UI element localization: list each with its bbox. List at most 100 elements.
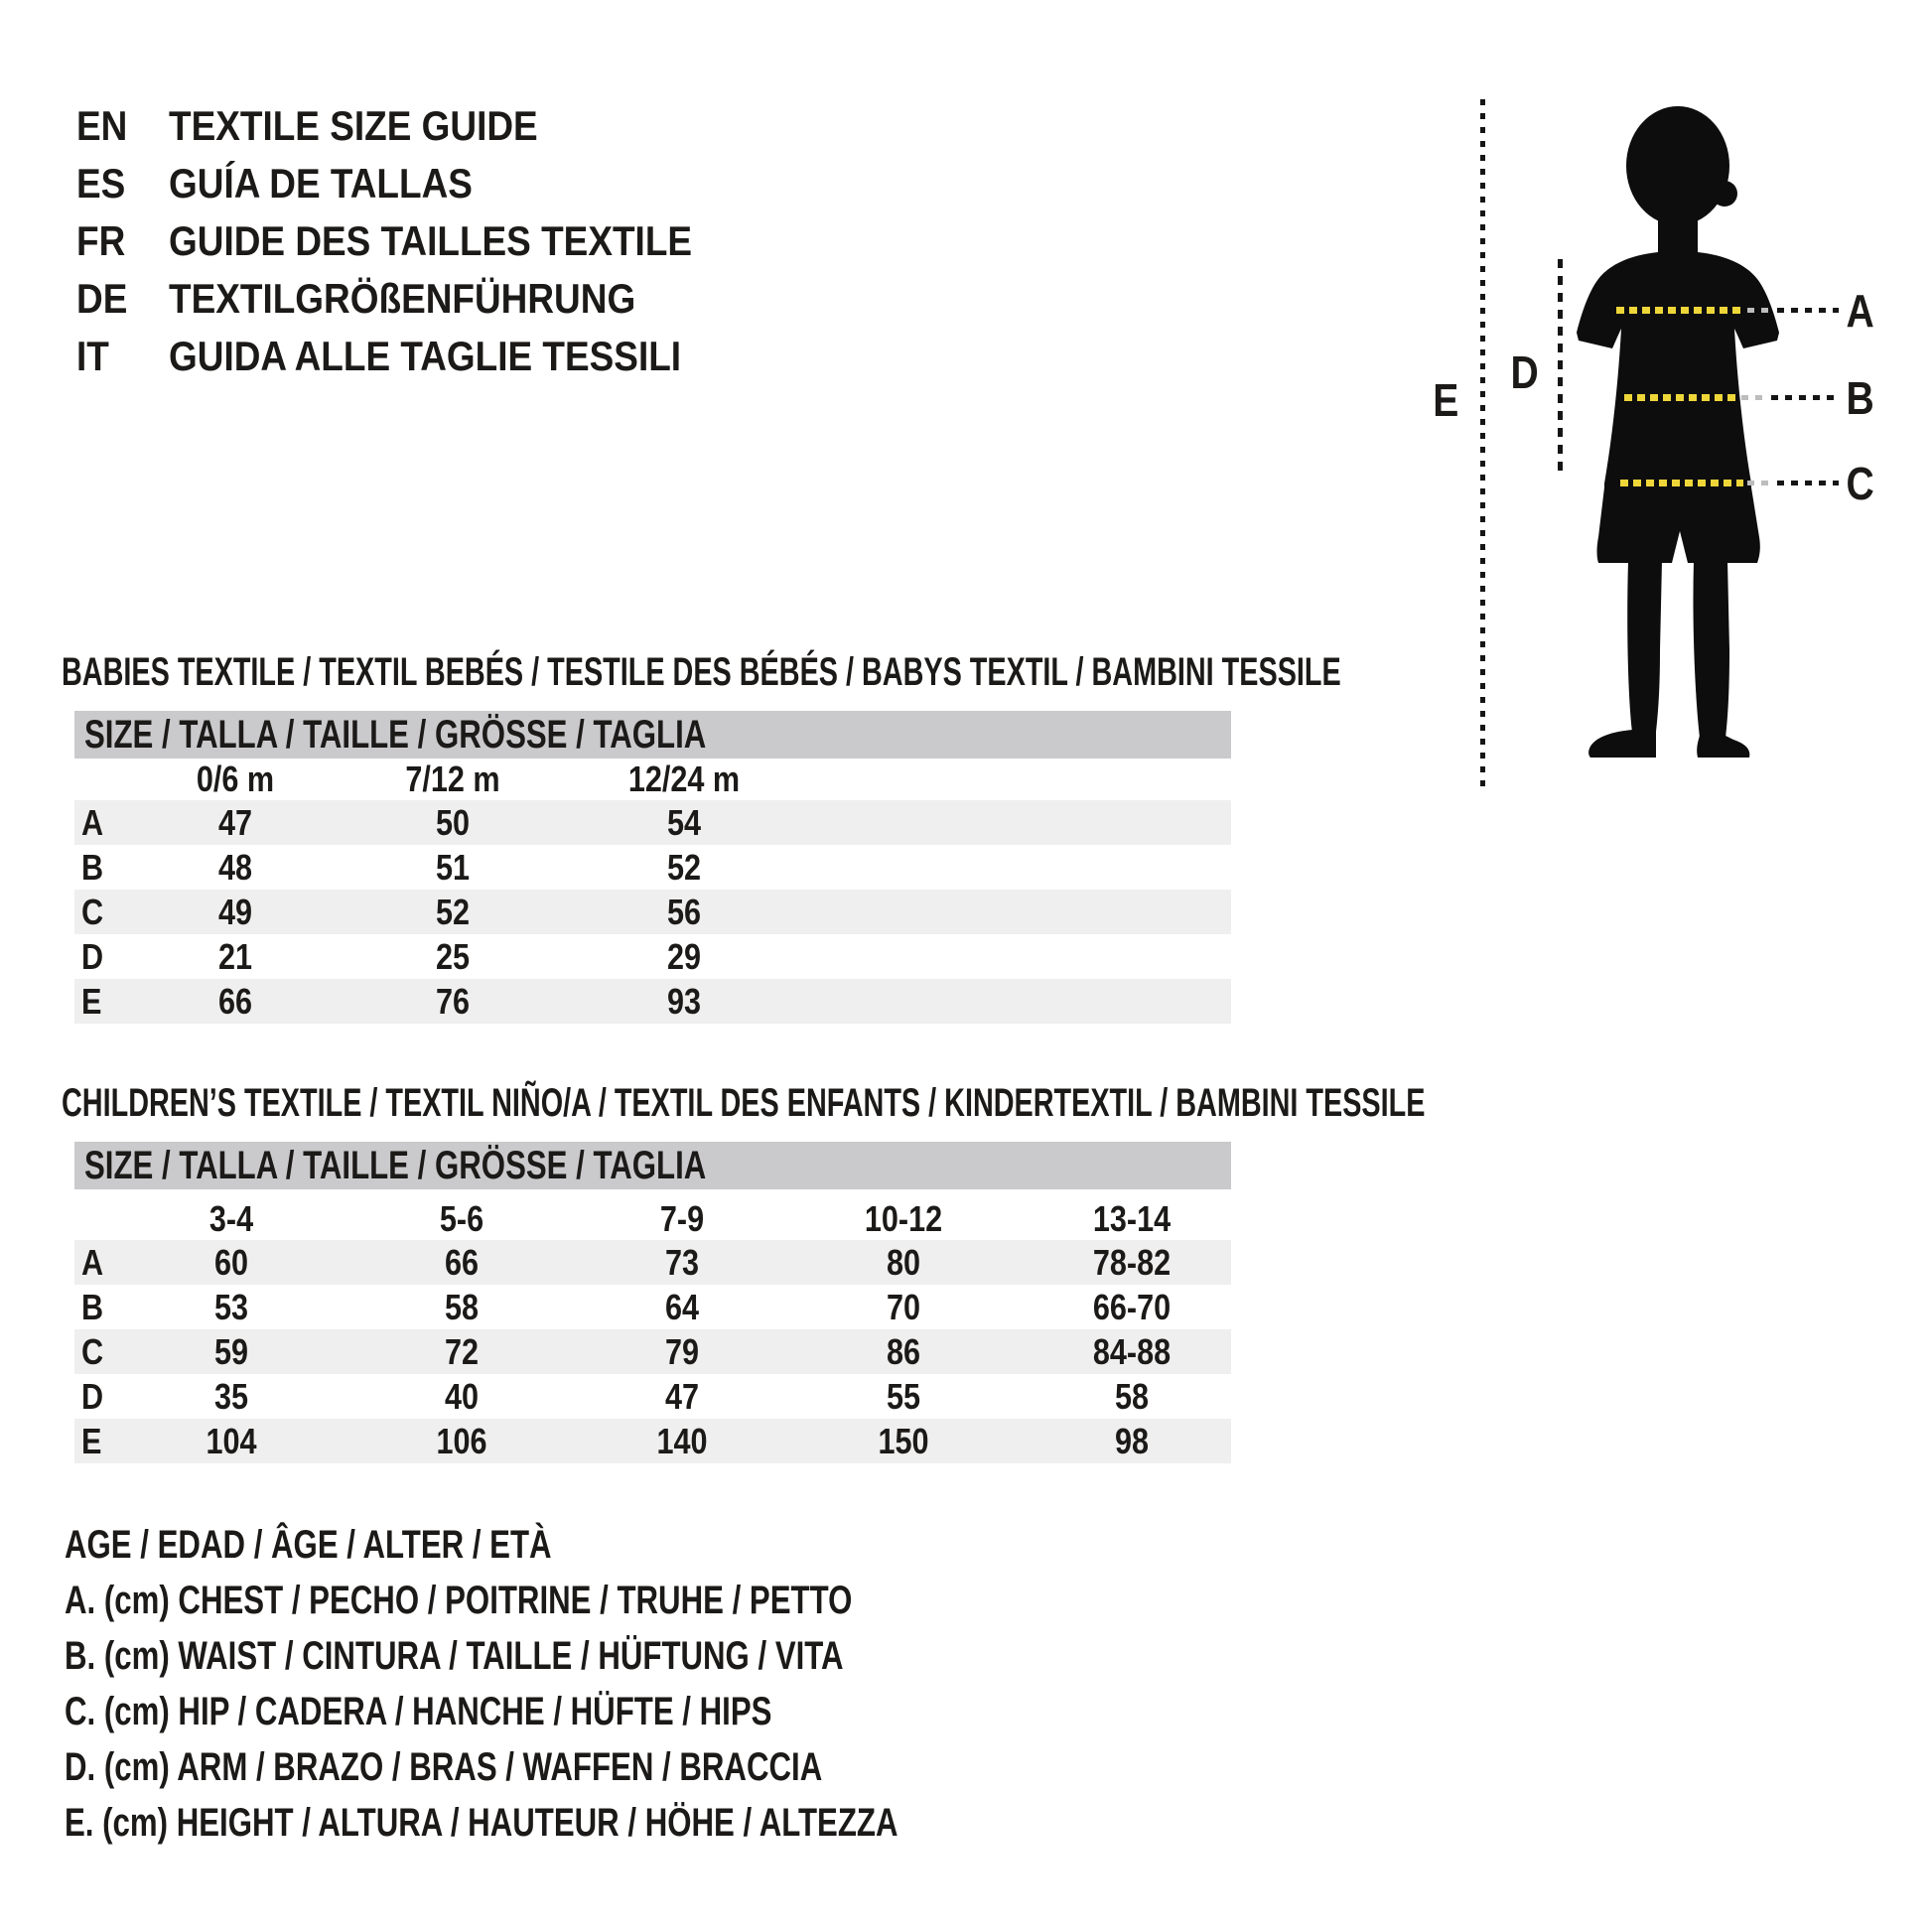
table-cell: 56 [666,892,702,932]
table-cell: 70 [886,1287,921,1327]
table-cell: 40 [444,1376,480,1417]
arm-measure-line-D [1558,259,1563,473]
row-label: C [81,892,104,932]
table-cell: 58 [1114,1376,1150,1417]
babies-table-body: A 47 50 54 B 48 51 52 C 49 52 56 D 21 25 29 E 66 76 93 [74,800,1231,1024]
language-row-fr: FR GUIDE DES TAILLES TEXTILE [76,212,763,270]
babies-section-title: BABIES TEXTILE / TEXTIL BEBÉS / TESTILE … [62,650,1341,694]
language-row-es: ES GUÍA DE TALLAS [76,155,763,212]
waist-leader-dots [1771,395,1839,400]
table-cell: 21 [217,936,253,977]
figure-label-A: A [1846,285,1875,337]
table-cell: 35 [213,1376,249,1417]
row-label: A [81,802,104,843]
row-label: B [81,847,104,888]
table-cell: 79 [664,1331,700,1372]
column-header: 10-12 [864,1198,943,1239]
table-cell: 60 [213,1242,249,1283]
table-cell: 64 [664,1287,700,1327]
children-table-body: A 60 66 73 80 78-82 B 53 58 64 70 66-70 C 59 72 79 86 84-… [74,1240,1231,1463]
guide-title-fr: GUIDE DES TAILLES TEXTILE [169,217,693,264]
legend-chest: A. (cm) CHEST / PECHO / POITRINE / TRUHE… [65,1579,853,1622]
hip-measure-dashes [1620,480,1743,486]
language-code: IT [76,333,109,379]
table-cell: 78-82 [1092,1242,1172,1283]
table-cell: 47 [664,1376,700,1417]
table-cell: 66-70 [1092,1287,1172,1327]
row-label: E [81,981,102,1022]
table-row: E 66 76 93 [74,979,1231,1024]
row-label: D [81,936,104,977]
table-cell: 72 [444,1331,480,1372]
guide-title-es: GUÍA DE TALLAS [169,160,473,207]
figure-label-E: E [1432,374,1459,426]
babies-size-table: 0/6 m 7/12 m 12/24 m A 47 50 54 B 48 51 52 C 49 52 56… [74,759,1231,1024]
row-label: E [81,1421,102,1461]
table-cell: 59 [213,1331,249,1372]
table-cell: 76 [435,981,471,1022]
table-cell: 80 [886,1242,921,1283]
size-header-text: SIZE / TALLA / TAILLE / GRÖSSE / TAGLIA [84,713,707,757]
figure-label-C: C [1846,458,1875,509]
table-cell: 52 [435,892,471,932]
column-header: 7-9 [659,1198,705,1239]
table-cell: 50 [435,802,471,843]
language-code: ES [76,160,126,207]
table-row: B 53 58 64 70 66-70 [74,1285,1231,1329]
legend-height: E. (cm) HEIGHT / ALTURA / HAUTEUR / HÖHE… [65,1801,898,1845]
language-row-en: EN TEXTILE SIZE GUIDE [76,97,763,155]
column-header: 5-6 [439,1198,484,1239]
table-cell: 55 [886,1376,921,1417]
language-code: DE [76,275,128,322]
table-cell: 29 [666,936,702,977]
hip-measure-fade [1747,481,1773,485]
table-cell: 54 [666,802,702,843]
column-header: 7/12 m [405,759,500,799]
table-row: B 48 51 52 [74,845,1231,890]
row-label: B [81,1287,104,1327]
row-label: C [81,1331,104,1372]
table-row: A 60 66 73 80 78-82 [74,1240,1231,1285]
table-cell: 66 [217,981,253,1022]
table-row: D 21 25 29 [74,934,1231,979]
legend-age: AGE / EDAD / ÂGE / ALTER / ETÀ [65,1523,552,1567]
legend-waist: B. (cm) WAIST / CINTURA / TAILLE / HÜFTU… [65,1634,844,1678]
babies-column-header-row: 0/6 m 7/12 m 12/24 m [74,759,1231,800]
measurement-legend: AGE / EDAD / ÂGE / ALTER / ETÀ A. (cm) C… [65,1517,1133,1851]
children-column-header-row: 3-4 5-6 7-9 10-12 13-14 [74,1198,1231,1240]
legend-hip: C. (cm) HIP / CADERA / HANCHE / HÜFTE / … [65,1690,772,1733]
table-cell: 25 [435,936,471,977]
table-cell: 47 [217,802,253,843]
waist-measure-fade [1741,395,1767,400]
children-section-title: CHILDREN’S TEXTILE / TEXTIL NIÑO/A / TEX… [62,1081,1426,1125]
table-cell: 93 [666,981,702,1022]
guide-title-it: GUIDA ALLE TAGLIE TESSILI [169,333,682,379]
guide-title-de: TEXTILGRÖßENFÜHRUNG [169,275,636,322]
child-silhouette-illustration [1577,106,1779,758]
table-cell: 104 [206,1421,257,1461]
language-title-list: EN TEXTILE SIZE GUIDE ES GUÍA DE TALLAS … [76,97,763,385]
table-row: E 104 106 140 150 98 [74,1419,1231,1463]
chest-leader-dots [1777,308,1839,313]
children-size-header-band: SIZE / TALLA / TAILLE / GRÖSSE / TAGLIA [74,1142,1231,1189]
figure-label-B: B [1846,372,1875,424]
legend-arm: D. (cm) ARM / BRAZO / BRAS / WAFFEN / BR… [65,1745,823,1789]
language-code: FR [76,217,126,264]
table-cell: 140 [656,1421,708,1461]
row-label: D [81,1376,104,1417]
table-cell: 86 [886,1331,921,1372]
table-cell: 48 [217,847,253,888]
hip-leader-dots [1777,481,1839,485]
figure-label-D: D [1510,346,1540,398]
language-code: EN [76,102,128,149]
table-cell: 106 [436,1421,487,1461]
guide-title-en: TEXTILE SIZE GUIDE [169,102,538,149]
language-row-it: IT GUIDA ALLE TAGLIE TESSILI [76,328,763,385]
table-cell: 66 [444,1242,480,1283]
chest-measure-dashes [1616,307,1743,314]
table-cell: 52 [666,847,702,888]
language-row-de: DE TEXTILGRÖßENFÜHRUNG [76,270,763,328]
babies-size-header-band: SIZE / TALLA / TAILLE / GRÖSSE / TAGLIA [74,711,1231,759]
column-header: 0/6 m [196,759,275,799]
